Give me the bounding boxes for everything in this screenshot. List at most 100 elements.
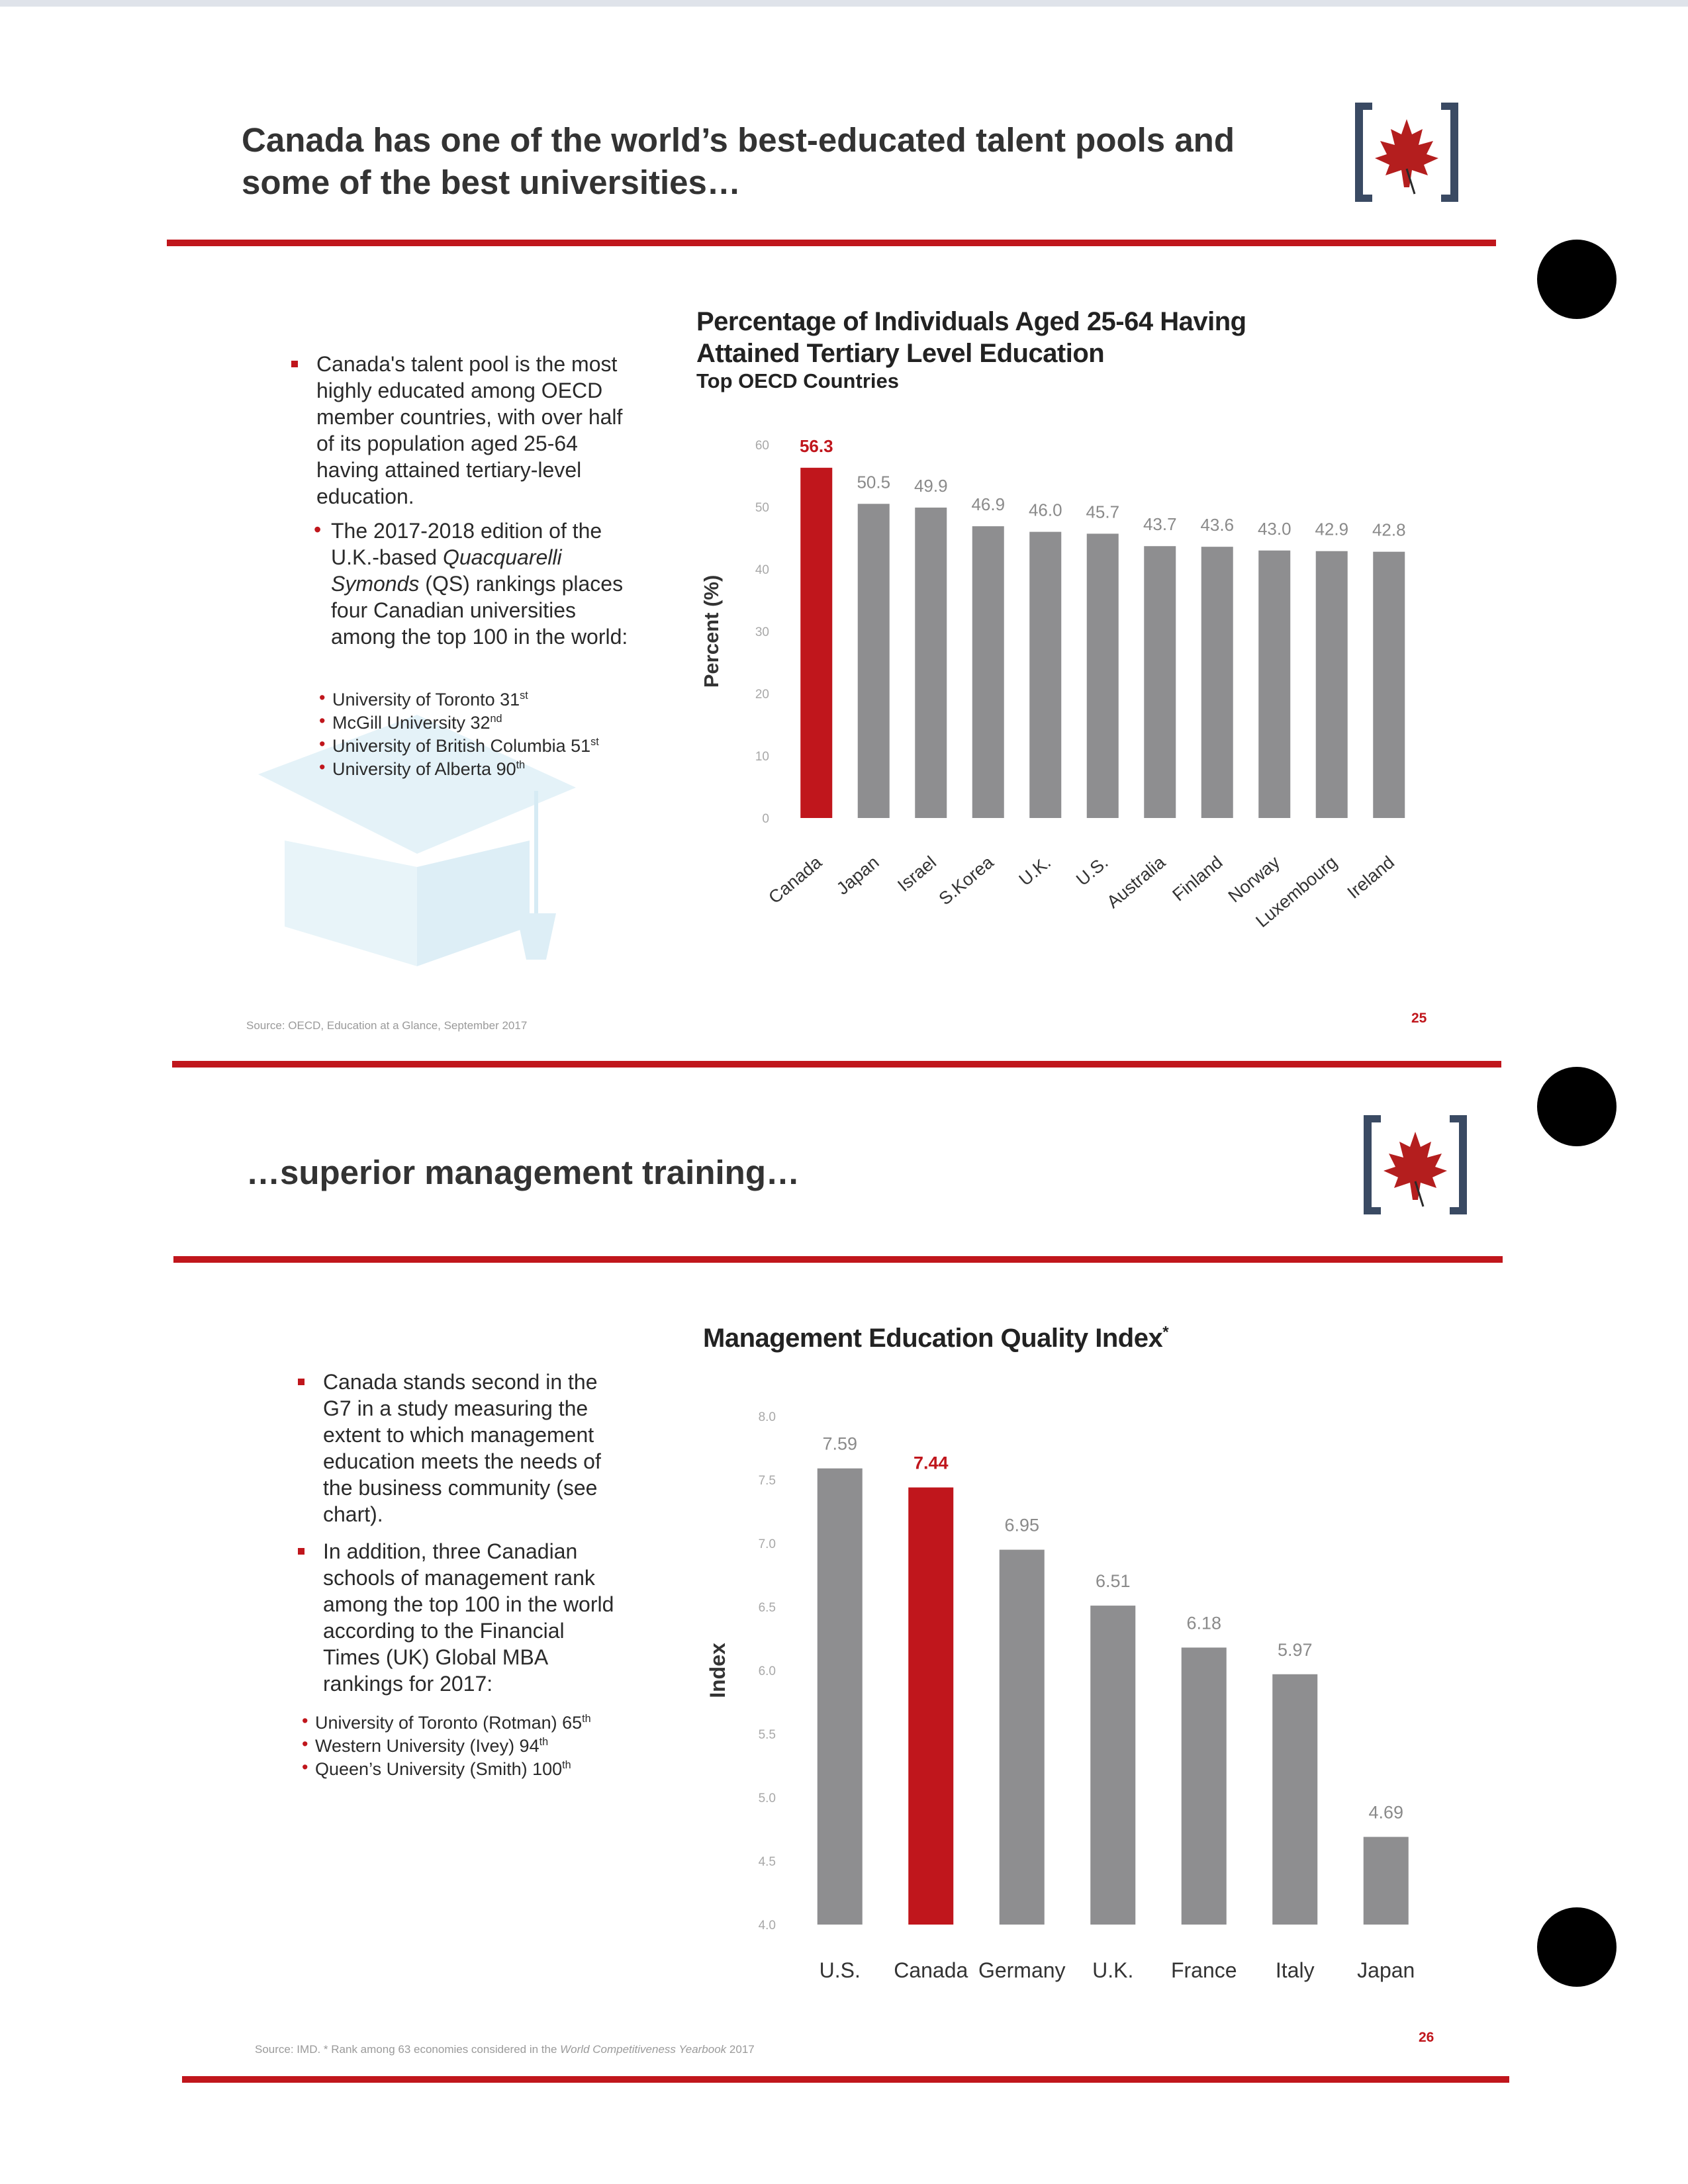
ordinal-suffix: th [582, 1713, 591, 1725]
ordinal-suffix: st [520, 690, 528, 702]
x-tick-label: Japan [1357, 1958, 1415, 1982]
x-tick-label: Italy [1276, 1958, 1315, 1982]
slide2-footer-divider [182, 2076, 1509, 2083]
chart1-subtitle: Top OECD Countries [696, 369, 899, 392]
data-label: 56.3 [800, 436, 833, 456]
punch-hole [1537, 1907, 1617, 1987]
data-label: 5.97 [1278, 1640, 1313, 1660]
bullet-dot-icon: • [319, 711, 326, 731]
y-tick-label: 4.5 [759, 1855, 776, 1869]
data-label: 42.8 [1372, 520, 1406, 540]
slide1-page-number: 25 [1411, 1011, 1427, 1026]
y-tick-label: 7.5 [759, 1474, 776, 1488]
chart2-title-footnote-mark: * [1162, 1323, 1169, 1342]
ordinal-suffix: th [562, 1759, 571, 1771]
x-tick-label: Ireland [1344, 852, 1399, 903]
x-tick-label: S.Korea [935, 852, 998, 909]
y-tick-label: 40 [755, 563, 769, 577]
data-label: 6.51 [1096, 1571, 1131, 1591]
data-label: 50.5 [857, 472, 890, 492]
slide1-source: Source: OECD, Education at a Glance, Sep… [246, 1019, 528, 1032]
bullet-square-icon [291, 361, 298, 367]
punch-hole [1537, 240, 1617, 319]
school-name: University of Toronto (Rotman) 65 [315, 1713, 583, 1733]
y-tick-label: 5.0 [759, 1792, 776, 1805]
graduation-cap-icon [258, 715, 576, 966]
university-name: University of British Columbia 51 [332, 736, 591, 756]
y-tick-label: 20 [755, 688, 769, 702]
bar [908, 1487, 954, 1925]
chart1-tertiary-education: Percent (%) 0 10 20 30 40 50 60 56.3 Canada 50.5 Ja… [700, 436, 1406, 931]
bar [1258, 550, 1291, 818]
bullet-dot-icon: • [302, 1734, 308, 1754]
chart2-heading: Management Education Quality Index* [703, 1322, 1169, 1354]
slide1-bullet-2-text-end: (QS) rankings places four Canadian unive… [331, 572, 628, 649]
bar [1029, 531, 1062, 818]
bar [857, 504, 890, 818]
ordinal-suffix: th [516, 759, 526, 771]
list-item: • McGill University 32nd [319, 711, 650, 735]
slide2-bullet-2: In addition, three Canadian schools of m… [298, 1538, 621, 1697]
data-label: 4.69 [1368, 1803, 1403, 1823]
slide1-bullet-2-italic: Quacquarelli Symonds [331, 545, 562, 596]
slide-separator [172, 1061, 1501, 1068]
school-name: Queen’s University (Smith) 100 [315, 1759, 563, 1779]
ordinal-suffix: th [539, 1736, 549, 1748]
slide2-bullet-2-text: In addition, three Canadian schools of m… [323, 1539, 614, 1696]
bar [1373, 551, 1405, 818]
university-list: • University of Toronto 31st • McGill Univ… [319, 688, 650, 781]
chart2-management-education: Index 4.0 4.5 5.0 5.5 6.0 6.5 7.0 7.5 8.0 7.59 U.S.… [706, 1410, 1415, 1982]
data-label: 6.18 [1186, 1613, 1221, 1633]
slide2-source-italic: World Competitiveness Yearbook [560, 2043, 727, 2056]
slide1-bullet-1-text: Canada's talent pool is the most highly … [316, 352, 623, 508]
data-label: 43.0 [1258, 519, 1291, 539]
slide2-page-number: 26 [1419, 2030, 1434, 2045]
y-axis-label: Index [706, 1643, 729, 1698]
maple-leaf-logo-icon [1364, 1115, 1467, 1214]
slide1-bullets: Canada's talent pool is the most highly … [291, 351, 628, 510]
bar [1201, 547, 1233, 818]
y-tick-label: 0 [762, 812, 769, 826]
slide1-bullet-2: • The 2017-2018 edition of the U.K.-based… [314, 518, 642, 650]
slide2-source-text: Source: IMD. * Rank among 63 economies c… [255, 2043, 561, 2056]
slide1-title-line2: some of the best universities… [242, 163, 741, 201]
data-label: 45.7 [1086, 502, 1119, 522]
y-tick-label: 8.0 [759, 1410, 776, 1424]
bullet-dot-icon: • [319, 688, 326, 707]
slide1-bullet-2-text: The 2017-2018 edition of the U.K.-based [331, 519, 602, 569]
x-tick-label: U.S. [820, 1958, 861, 1982]
bar [1086, 533, 1119, 818]
list-item: • University of Alberta 90th [319, 757, 650, 781]
slide1-title-line1: Canada has one of the world’s best-educa… [242, 121, 1235, 159]
y-tick-label: 60 [755, 439, 769, 453]
bar [1272, 1674, 1318, 1925]
bar [1363, 1837, 1409, 1925]
bullet-dot-icon: • [319, 757, 326, 777]
bar [1181, 1647, 1227, 1925]
bar [1315, 551, 1348, 818]
y-tick-label: 30 [755, 625, 769, 639]
y-tick-label: 6.5 [759, 1601, 776, 1615]
chart2-title: Management Education Quality Index [703, 1324, 1163, 1353]
x-tick-label: Finland [1168, 852, 1226, 905]
x-tick-label: Japan [833, 852, 883, 899]
slide2-source-text-end: 2017 [726, 2043, 755, 2056]
slide2-source: Source: IMD. * Rank among 63 economies c… [255, 2043, 755, 2056]
slide2-bullets: Canada stands second in the G7 in a stud… [298, 1369, 621, 1697]
bar [972, 526, 1004, 818]
data-label: 46.9 [971, 494, 1005, 514]
slide2-bullet-1: Canada stands second in the G7 in a stud… [298, 1369, 621, 1527]
university-name: McGill University 32 [332, 713, 491, 733]
bullet-dot-icon: • [302, 1757, 308, 1777]
maple-leaf-logo-icon [1355, 103, 1458, 202]
y-tick-label: 10 [755, 750, 769, 764]
data-label: 7.59 [822, 1434, 857, 1454]
punch-hole [1537, 1067, 1617, 1146]
chart1-title: Percentage of Individuals Aged 25-64 Hav… [696, 307, 1246, 368]
scan-edge [0, 0, 1688, 7]
list-item: • Western University (Ivey) 94th [302, 1734, 646, 1758]
x-tick-label: U.K. [1092, 1958, 1133, 1982]
x-tick-label: Israel [894, 852, 940, 895]
y-tick-label: 5.5 [759, 1728, 776, 1742]
